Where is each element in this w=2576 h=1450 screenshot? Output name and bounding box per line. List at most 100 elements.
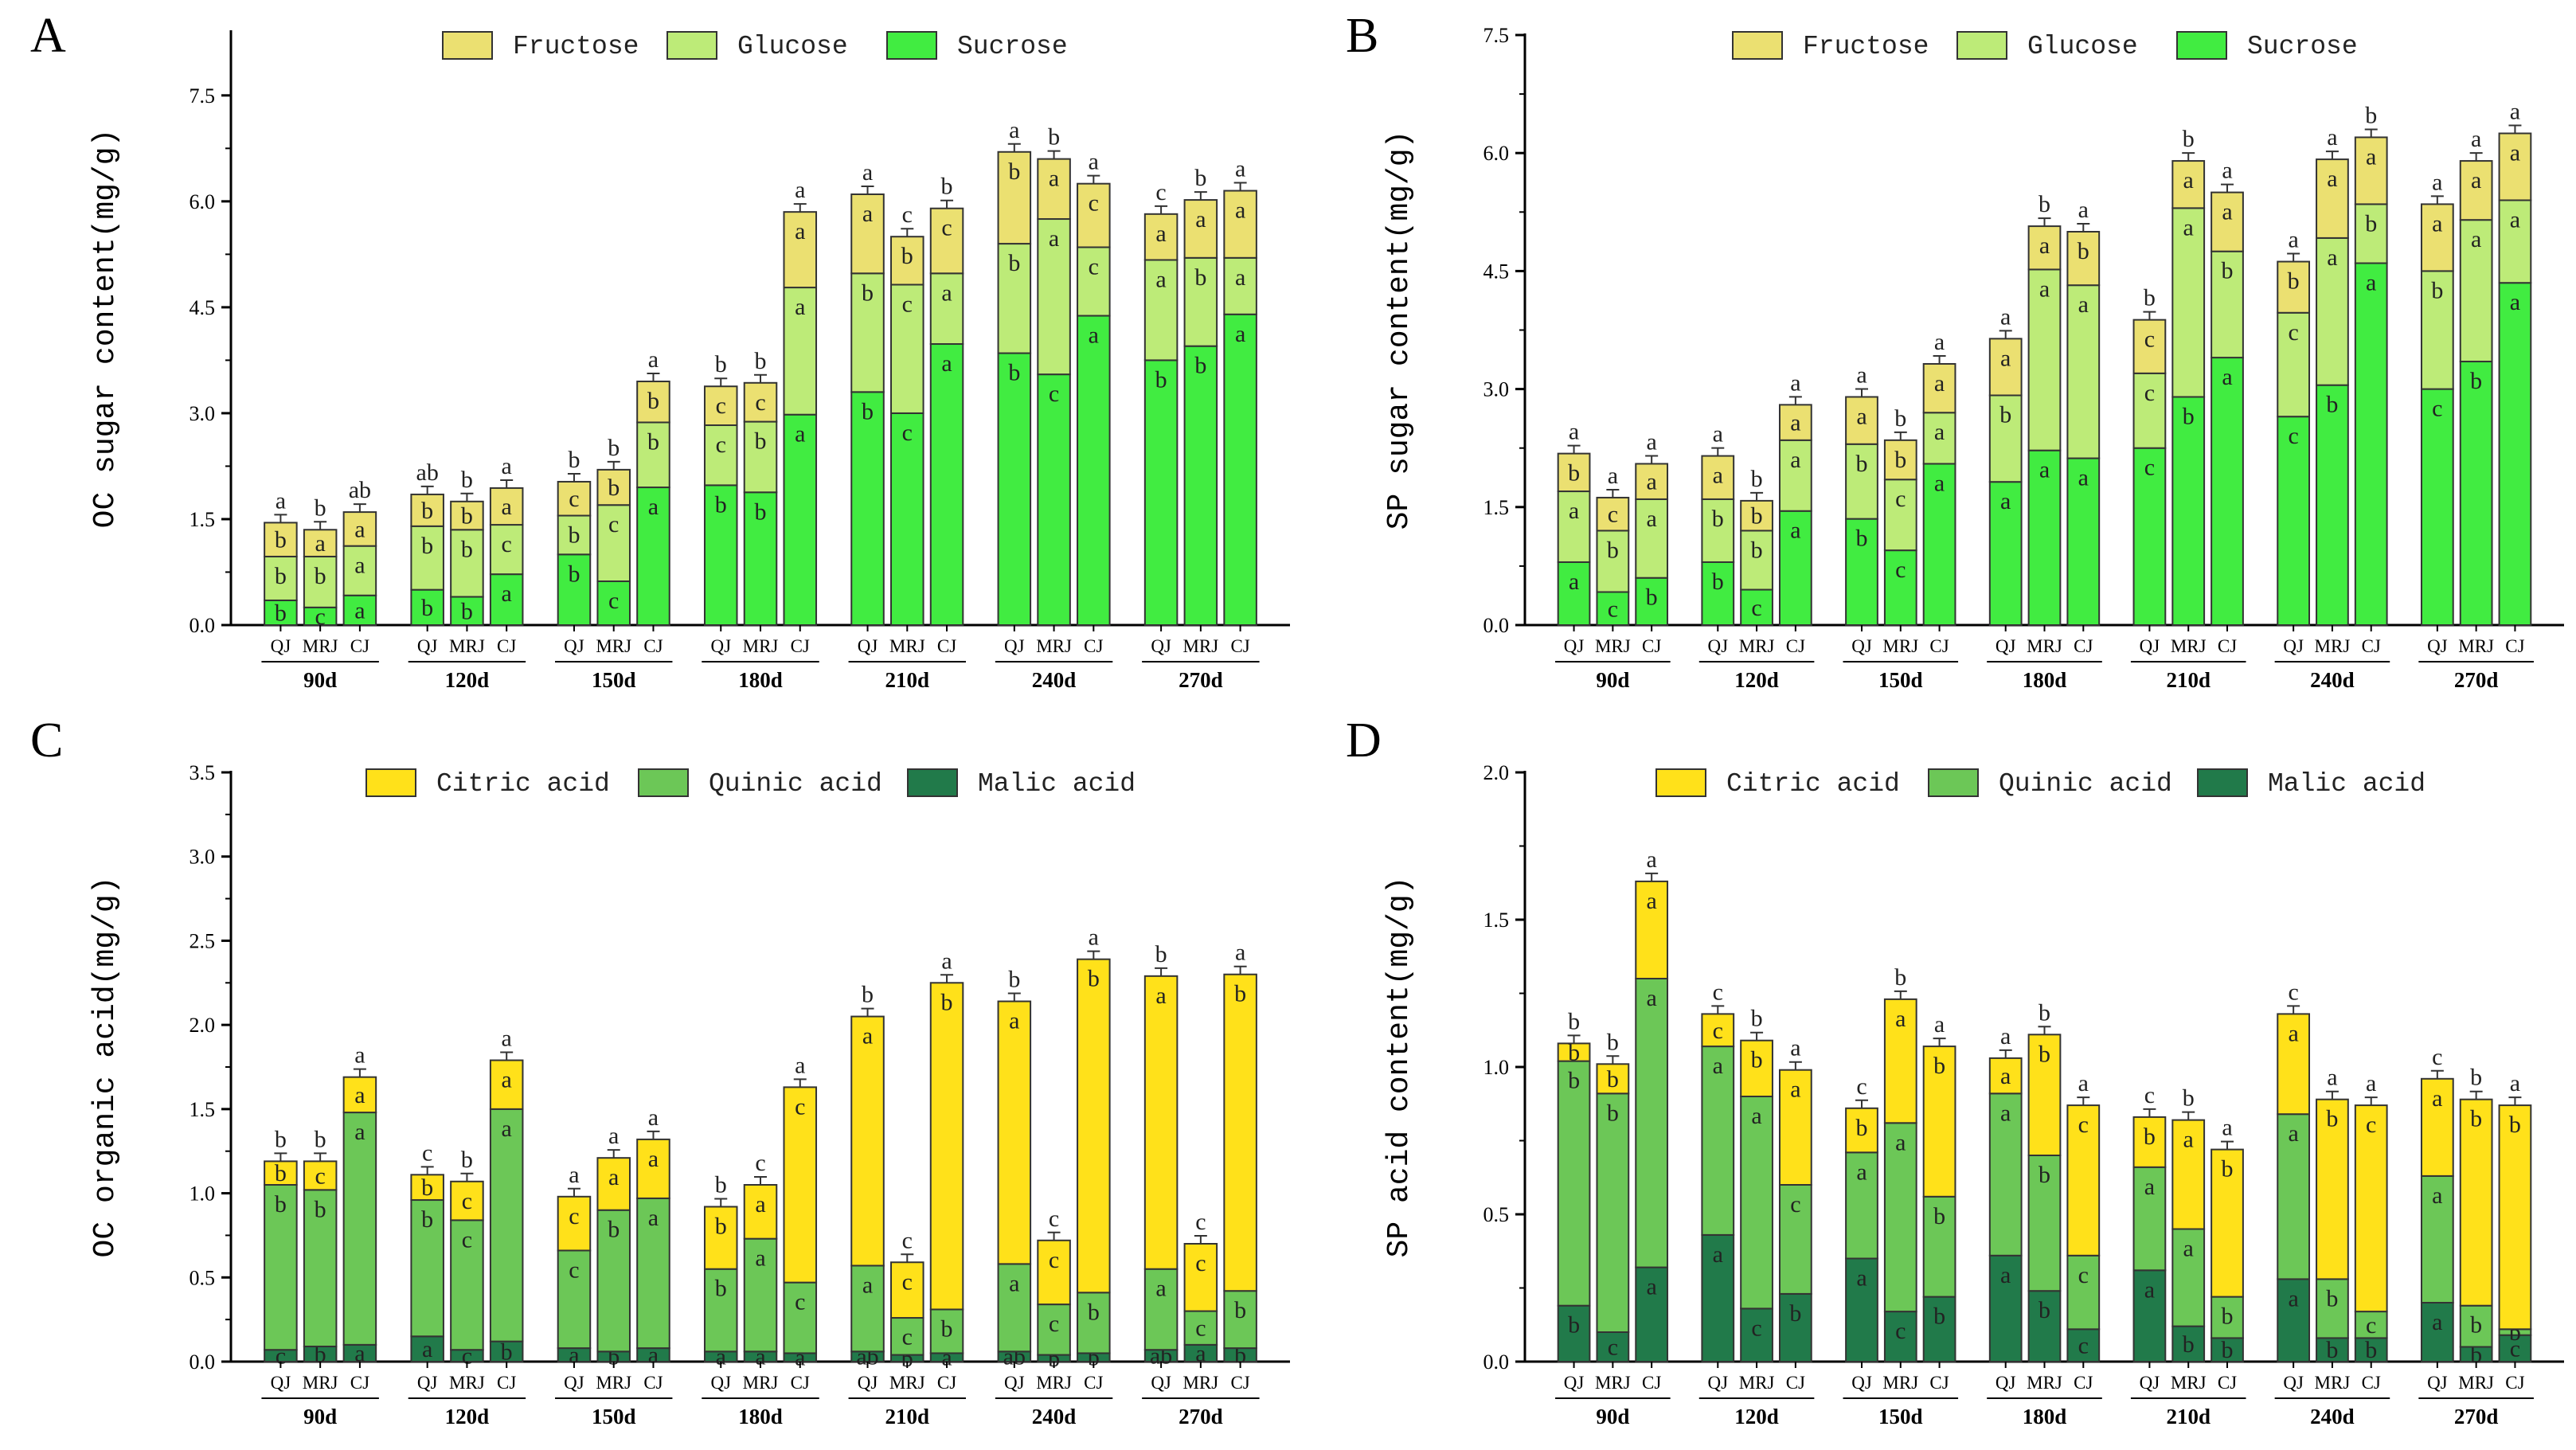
segment-letter: b: [647, 428, 659, 455]
top-letter: c: [755, 1150, 765, 1176]
top-letter: c: [1155, 179, 1166, 205]
segment-letter: a: [2183, 1236, 2194, 1262]
segment-letter: c: [2144, 326, 2155, 353]
category-label: CJ: [1230, 1373, 1249, 1393]
segment-letter: c: [569, 1203, 579, 1229]
bar-sucrose: [1988, 481, 2023, 627]
segment-letter: c: [1790, 1191, 1800, 1217]
y-tick-label: 3.5: [190, 761, 216, 784]
segment-letter: b: [1855, 451, 1867, 477]
category-label: MRJ: [1182, 636, 1218, 656]
top-letter: b: [568, 447, 580, 473]
top-letter: b: [1751, 466, 1763, 492]
group-label: 120d: [1734, 668, 1779, 692]
category-label: CJ: [350, 1373, 369, 1393]
segment-letter: c: [2510, 1335, 2520, 1362]
segment-letter: c: [1608, 502, 1618, 528]
segment-letter: a: [1934, 470, 1945, 496]
segment-letter: c: [902, 1268, 913, 1295]
segment-letter: c: [1751, 595, 1761, 621]
category-label: QJ: [1707, 1373, 1728, 1393]
bar-citric: [1077, 958, 1111, 1294]
category-label: CJ: [2218, 636, 2237, 656]
segment-letter: c: [1049, 1247, 1059, 1273]
top-letter: c: [422, 1139, 432, 1166]
segment-letter: a: [2144, 1174, 2155, 1200]
segment-letter: b: [1607, 1066, 1619, 1092]
bar-quinic: [1883, 1122, 1917, 1313]
segment-letter: a: [2510, 289, 2520, 315]
segment-letter: c: [1751, 1315, 1761, 1341]
segment-letter: c: [1089, 190, 1099, 217]
segment-letter: b: [275, 527, 287, 553]
segment-letter: a: [755, 1245, 765, 1272]
category-label: QJ: [2427, 636, 2448, 656]
top-letter: c: [2144, 1082, 2155, 1108]
bar-fructose: [1922, 362, 1956, 414]
legend-label: Quinic acid: [1999, 769, 2172, 799]
segment-letter: a: [1713, 463, 1723, 489]
segment-letter: a: [2327, 166, 2337, 192]
top-letter: a: [2471, 126, 2481, 152]
segment-letter: a: [2078, 465, 2089, 491]
segment-letter: c: [795, 1093, 805, 1120]
legend-label: Malic acid: [2268, 769, 2426, 799]
segment-letter: b: [2039, 1297, 2050, 1323]
segment-letter: b: [315, 1196, 326, 1222]
segment-letter: b: [568, 522, 580, 549]
segment-letter: c: [2078, 1112, 2089, 1138]
top-letter: b: [1048, 124, 1060, 150]
legend-label: Fructose: [513, 32, 639, 61]
y-tick-label: 1.5: [190, 1098, 216, 1121]
segment-letter: a: [1009, 1270, 1019, 1296]
segment-letter: b: [1234, 981, 1246, 1007]
top-letter: a: [608, 1123, 619, 1149]
category-label: MRJ: [1739, 636, 1775, 656]
segment-letter: b: [1194, 353, 1206, 379]
bar-citric: [997, 1000, 1032, 1265]
top-letter: c: [1195, 1209, 1206, 1235]
bar-fructose: [489, 487, 524, 526]
segment-letter: a: [2000, 488, 2011, 514]
top-letter: a: [502, 1026, 512, 1052]
bar-citric: [783, 1086, 818, 1284]
segment-letter: a: [1569, 498, 1579, 524]
top-letter: b: [715, 351, 727, 377]
y-tick-label: 0.0: [1483, 614, 1510, 637]
top-letter: a: [1790, 1035, 1800, 1061]
legend-label: Sucrose: [2247, 32, 2358, 61]
panel-label: D: [1346, 713, 1382, 768]
legend-swatch: [907, 768, 958, 797]
category-label: QJ: [417, 1373, 438, 1393]
bar-quinic: [2354, 1311, 2388, 1339]
bar-quinic: [2066, 1254, 2101, 1331]
bar-fructose: [1845, 396, 1878, 445]
bar-glucose: [596, 504, 631, 583]
category-label: QJ: [1996, 1373, 2016, 1393]
category-label: MRJ: [2458, 636, 2494, 656]
bar-fructose: [1223, 190, 1257, 259]
segment-letter: c: [902, 1323, 913, 1350]
segment-letter: a: [608, 1164, 619, 1190]
segment-letter: a: [1155, 266, 1166, 292]
segment-letter: a: [862, 1272, 873, 1298]
segment-letter: a: [1856, 1265, 1867, 1292]
bar-sucrose: [557, 553, 592, 626]
segment-letter: b: [2078, 238, 2089, 264]
bar-citric: [1845, 1107, 1878, 1154]
bar-glucose: [997, 243, 1032, 354]
y-tick-label: 2.0: [190, 1014, 216, 1037]
bar-citric: [1037, 1239, 1071, 1306]
bar-glucose: [489, 524, 524, 576]
segment-letter: a: [422, 1336, 432, 1362]
category-label: CJ: [1786, 636, 1805, 656]
category-label: MRJ: [1882, 1373, 1918, 1393]
bar-sucrose: [1077, 315, 1111, 626]
segment-letter: a: [1195, 1340, 1206, 1366]
group-label: 180d: [2023, 1405, 2067, 1429]
segment-letter: b: [1568, 1312, 1580, 1339]
segment-letter: b: [1751, 1047, 1763, 1073]
bar-quinic: [703, 1268, 738, 1353]
top-letter: a: [2366, 1070, 2376, 1096]
bar-malic: [1635, 1266, 1669, 1362]
